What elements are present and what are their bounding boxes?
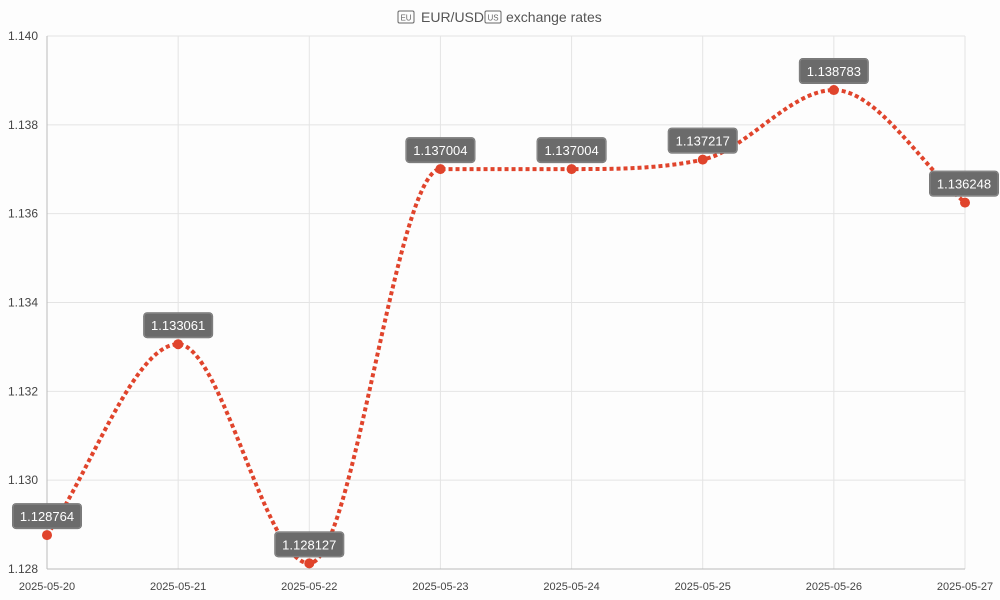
data-label-box [536,137,607,164]
data-label: 1.137004 [536,137,607,164]
y-tick-label: 1.128 [8,562,38,576]
data-label-border [929,171,999,197]
data-label-text: 1.128764 [20,509,74,524]
flag-outline [397,10,415,24]
data-label: 1.133061 [143,312,214,339]
data-point [435,164,446,175]
flag-text: US [487,14,498,23]
x-tick-label: 2025-05-25 [675,581,731,593]
data-point [960,197,970,208]
x-tick-label: 2025-05-24 [543,581,599,593]
x-tick-label: 2025-05-27 [937,581,993,593]
data-point [173,339,184,350]
y-tick-label: 1.136 [8,207,38,221]
data-label-text: 1.137217 [676,134,730,149]
data-label-box [143,312,214,339]
data-point [304,558,315,569]
data-label-box [929,170,999,197]
data-label-text: 1.137004 [413,143,467,158]
chart-title-group: EU EUR/USD exchange rates US [397,9,602,25]
x-tick-label: 2025-05-23 [412,581,468,593]
data-label-border [799,58,869,84]
data-label: 1.138783 [798,58,869,85]
data-point [566,164,577,175]
flag-outline [484,10,502,24]
x-tick-label: 2025-05-21 [150,581,206,593]
data-label-text: 1.128127 [282,537,336,552]
y-tick-label: 1.134 [8,296,38,310]
data-label-box [798,58,869,85]
data-label: 1.136248 [929,170,999,197]
data-label-border [668,128,738,154]
y-tick-label: 1.132 [8,384,38,398]
data-label-box [12,503,82,530]
data-label: 1.137004 [405,137,476,164]
eu-flag-icon: EU [397,10,415,24]
data-label-text: 1.138783 [807,64,861,79]
data-label-text: 1.133061 [151,318,205,333]
data-label-border [12,503,82,529]
x-tick-label: 2025-05-26 [806,581,862,593]
data-label: 1.137217 [667,127,738,154]
y-tick-label: 1.130 [8,473,38,487]
data-label: 1.128764 [12,503,82,530]
data-point [42,530,52,541]
data-point [697,154,708,165]
flag-text: EU [400,14,411,23]
data-label-border [537,137,607,163]
data-label-border [274,531,344,557]
data-label-box [274,531,345,558]
chart-title-part: EUR/USD [421,9,484,25]
x-tick-label: 2025-05-22 [281,581,337,593]
data-label-text: 1.137004 [544,143,598,158]
data-label-border [405,137,475,163]
y-tick-label: 1.138 [8,118,38,132]
data-label-border [143,312,213,338]
series-line [45,88,967,566]
y-tick-label: 1.140 [8,29,38,43]
chart-title: EUR/USD exchange rates [421,9,602,25]
data-label-text: 1.136248 [937,177,991,192]
chart-title-part: exchange rates [506,9,602,25]
us-flag-icon: US [484,10,502,24]
x-tick-label: 2025-05-20 [19,581,75,593]
data-label-box [667,127,738,154]
data-label: 1.128127 [274,531,345,558]
data-point [828,85,839,96]
data-label-box [405,137,476,164]
